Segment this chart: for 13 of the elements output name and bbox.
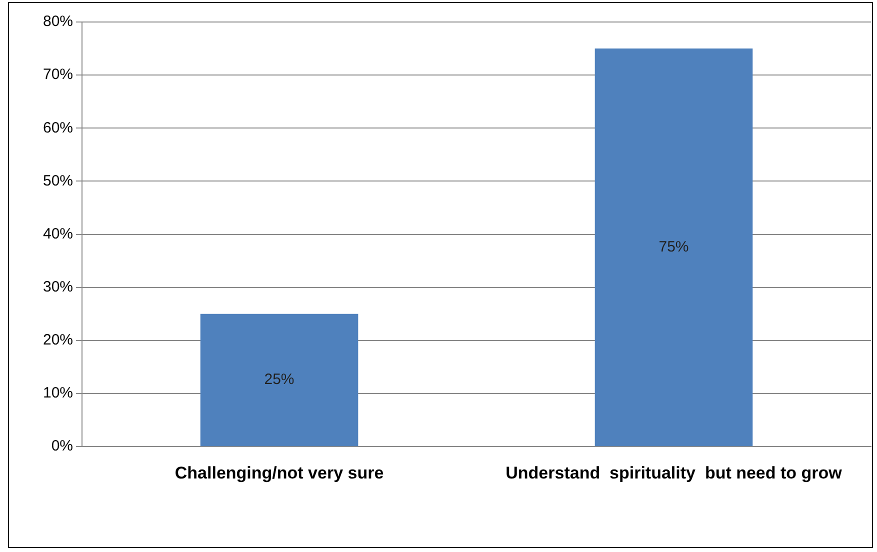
- data-label: 75%: [658, 238, 689, 256]
- x-tick-label: Understand spirituality but need to grow: [506, 463, 843, 482]
- y-tick-label: 20%: [42, 332, 74, 349]
- y-tick-label: 50%: [42, 172, 74, 190]
- x-tick-label: Challenging/not very sure: [174, 463, 384, 482]
- data-label: 25%: [264, 371, 294, 388]
- y-tick-label: 70%: [42, 66, 74, 84]
- y-tick-label: 60%: [42, 119, 74, 136]
- y-tick-label: 40%: [42, 225, 74, 242]
- y-tick-label: 80%: [42, 13, 74, 30]
- y-tick-label: 10%: [42, 384, 74, 402]
- y-tick-label: 30%: [42, 278, 74, 296]
- y-tick-label: 0%: [51, 438, 74, 455]
